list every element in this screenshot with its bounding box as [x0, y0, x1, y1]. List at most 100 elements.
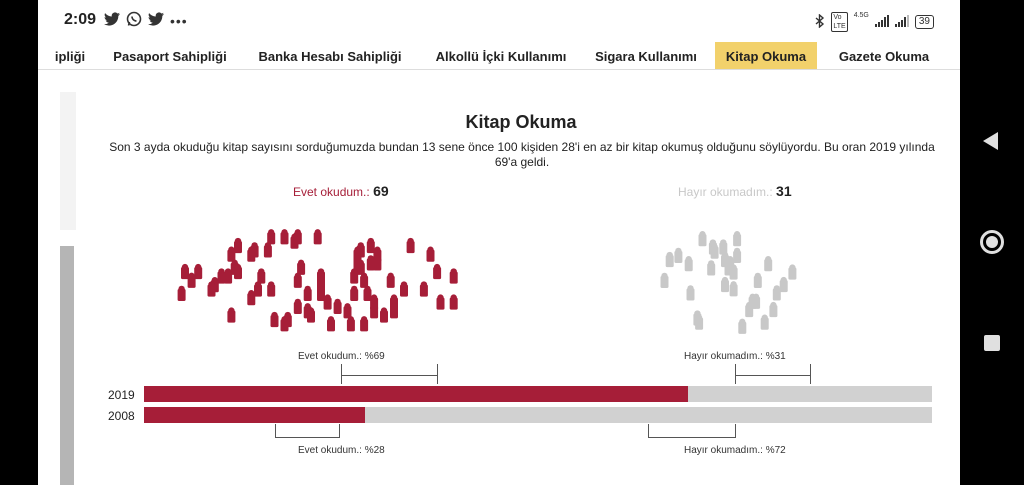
person-icon-yes: [366, 255, 375, 271]
home-icon[interactable]: [980, 230, 1004, 254]
tab-banka-hesabi[interactable]: Banka Hesabı Sahipliği: [258, 49, 402, 64]
person-icon-no: [674, 247, 683, 263]
person-icon-yes: [227, 246, 236, 262]
person-icon-no: [686, 285, 695, 301]
twitter-icon: [104, 12, 120, 30]
person-icon-yes: [307, 307, 315, 323]
more-icon: •••: [170, 13, 188, 29]
person-icon-yes: [366, 237, 375, 254]
person-icon-no: [707, 260, 716, 276]
person-icon-yes: [224, 268, 233, 284]
person-icon-no: [764, 256, 773, 272]
person-icon-yes: [356, 259, 365, 275]
person-icon-yes: [177, 285, 186, 301]
person-icon-yes: [433, 263, 442, 280]
clock: 2:09: [64, 11, 97, 28]
person-icon-yes: [346, 316, 355, 332]
bar-2008: [144, 407, 932, 423]
battery-icon: 39: [914, 15, 934, 29]
person-icon-yes: [247, 246, 256, 262]
category-tabs: ipliği Pasaport Sahipliği Banka Hesabı S…: [38, 42, 960, 70]
connector-yes-2019: [341, 364, 438, 384]
tab-gazete-okuma[interactable]: Gazete Okuma: [838, 49, 930, 64]
people-pictogram: [177, 229, 797, 334]
person-icon-yes: [234, 263, 242, 280]
person-icon-yes: [373, 255, 382, 271]
year-2019: 2019: [108, 388, 135, 402]
connector-yes-2019-h: [341, 375, 438, 376]
tab-pasaport[interactable]: Pasaport Sahipliği: [113, 49, 227, 64]
signal-icon: [874, 14, 889, 30]
person-icon-no: [695, 314, 704, 330]
volte-icon: Vo LTE: [831, 12, 848, 32]
person-icon-no: [788, 264, 797, 280]
person-icon-yes: [187, 272, 196, 288]
person-icon-yes: [290, 233, 299, 249]
person-icon-yes: [343, 303, 352, 319]
tab-sigara[interactable]: Sigara Kullanımı: [595, 49, 697, 64]
signal-icon: [894, 14, 909, 30]
person-icon-yes: [207, 281, 216, 297]
person-icon-yes: [386, 272, 395, 288]
no-2019-label: Hayır okumadım.: %31: [684, 351, 786, 362]
page-title: Kitap Okuma: [465, 112, 577, 132]
connector-no-2019: [735, 364, 811, 384]
person-icon-no: [772, 285, 781, 301]
person-icon-yes: [247, 290, 256, 306]
bar-2008-yes: [144, 407, 365, 423]
bar-2019: [144, 386, 932, 402]
person-icon-yes: [333, 298, 342, 314]
no-count: 31: [776, 183, 792, 199]
yes-heading-label: Evet okudum.:: [293, 185, 370, 199]
app-screen: 2:09 ••• Vo LTE 4.5G 39: [38, 0, 960, 485]
scroll-track: [60, 92, 76, 230]
person-icon-yes: [227, 307, 236, 323]
person-icon-yes: [181, 263, 189, 280]
person-icon-yes: [303, 285, 312, 301]
person-icon-yes: [280, 316, 289, 332]
back-icon[interactable]: [983, 132, 998, 150]
person-icon-yes: [270, 311, 279, 328]
person-icon-yes: [263, 242, 272, 258]
person-icon-yes: [350, 285, 359, 301]
person-icon-yes: [217, 268, 226, 284]
person-icon-yes: [293, 272, 302, 288]
person-icon-yes: [327, 316, 335, 332]
person-icon-yes: [436, 294, 445, 310]
person-icon-no: [745, 301, 754, 318]
tab-ipligi[interactable]: ipliği: [54, 49, 86, 64]
person-icon-yes: [360, 316, 369, 332]
yes-heading: Evet okudum.: 69: [293, 183, 389, 199]
person-icon-yes: [449, 268, 458, 284]
tab-alkollu-icki[interactable]: Alkollü İçki Kullanımı: [435, 49, 567, 64]
recent-apps-icon[interactable]: [984, 335, 1000, 351]
person-icon-no: [719, 239, 728, 255]
person-icon-no: [721, 276, 729, 293]
no-2008-label: Hayır okumadım.: %72: [684, 445, 786, 456]
person-icon-no: [729, 281, 738, 297]
connector-no-2019-h: [735, 375, 811, 376]
person-icon-yes: [194, 263, 203, 280]
person-icon-yes: [363, 285, 372, 301]
network-type: 4.5G: [853, 12, 869, 19]
person-icon-yes: [380, 307, 388, 323]
tab-kitap-okuma[interactable]: Kitap Okuma: [715, 42, 817, 69]
person-icon-yes: [449, 294, 458, 310]
scrollbar-thumb[interactable]: [60, 246, 74, 485]
twitter-icon: [148, 12, 164, 30]
connector-no-2008: [648, 424, 736, 438]
no-heading: Hayır okumadım.: 31: [678, 183, 792, 199]
person-icon-no: [738, 318, 747, 334]
person-icon-yes: [280, 229, 289, 245]
bar-2019-yes: [144, 386, 688, 402]
whatsapp-icon: [126, 11, 142, 31]
person-icon-yes: [400, 281, 408, 297]
person-icon-yes: [297, 259, 306, 275]
person-icon-no: [665, 251, 674, 268]
person-icon-no: [760, 314, 769, 330]
person-icon-no: [733, 247, 742, 263]
person-icon-yes: [350, 268, 359, 284]
person-icon-yes: [234, 237, 242, 254]
person-icon-yes: [317, 285, 325, 301]
person-icon-yes: [406, 237, 415, 254]
